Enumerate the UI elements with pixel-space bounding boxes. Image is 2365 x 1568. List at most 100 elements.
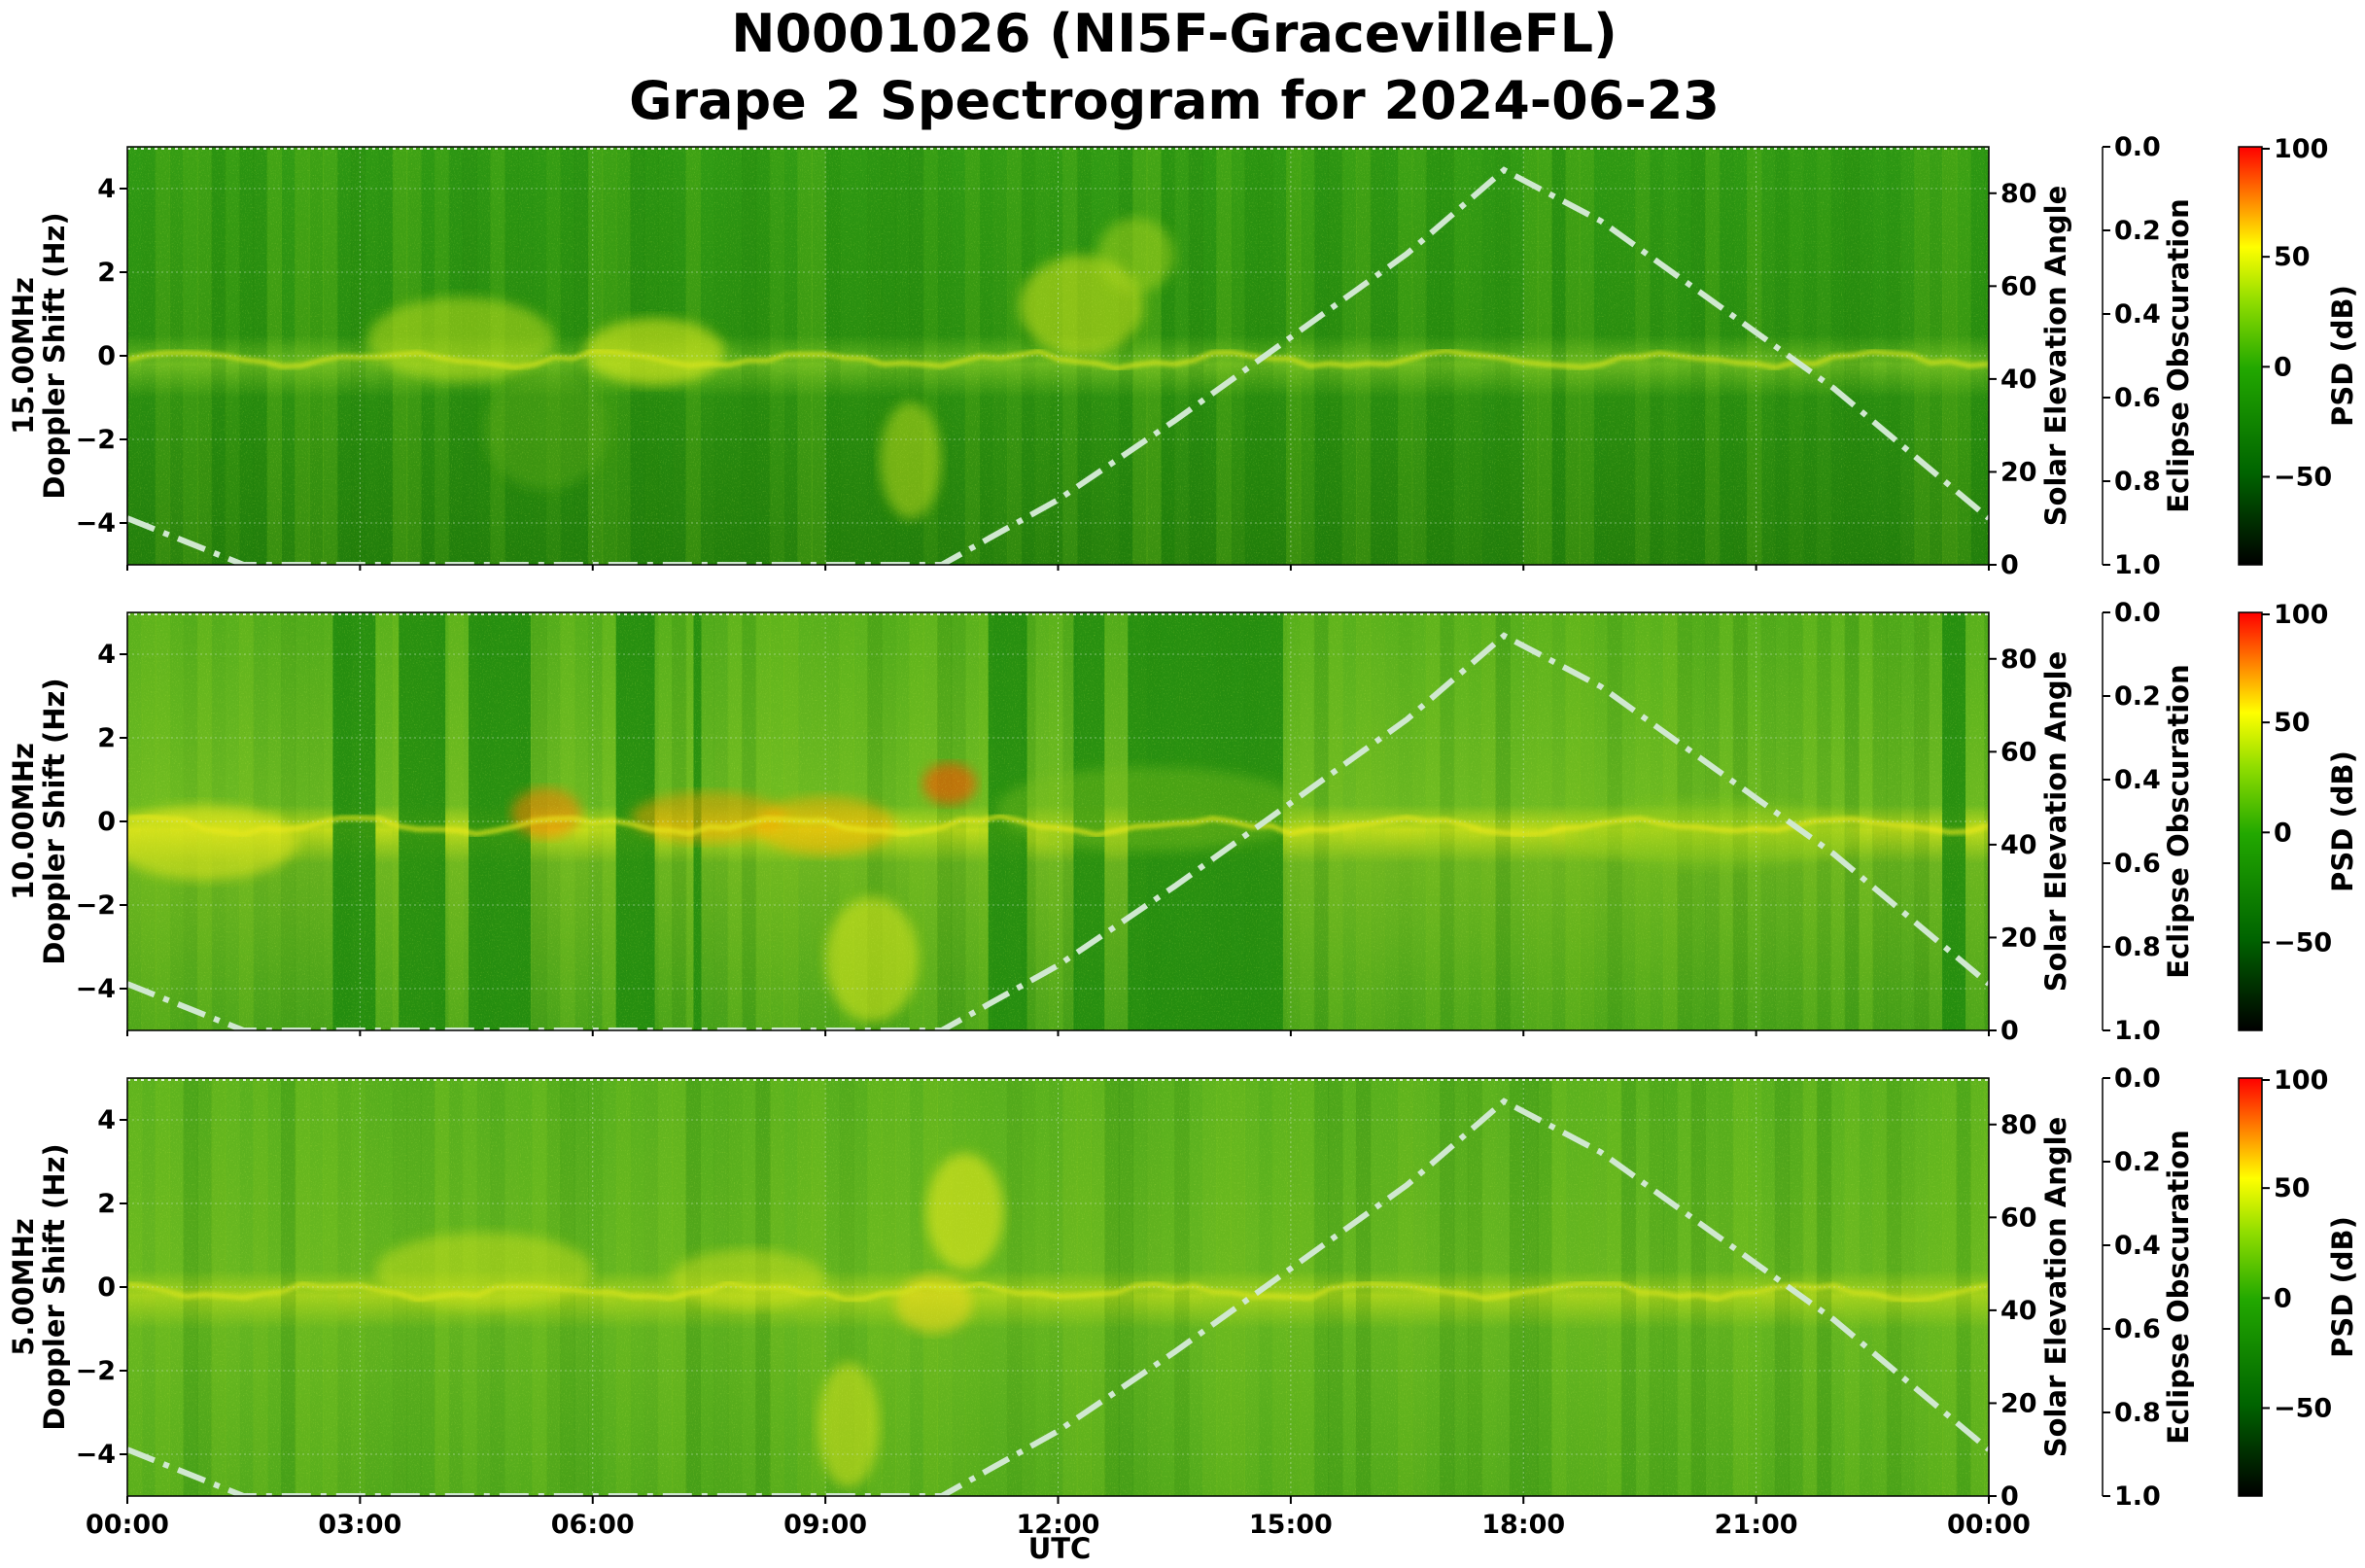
colorbar — [2238, 611, 2263, 1031]
x-tick-label: 09:00 — [783, 1510, 867, 1540]
y-axis-label: Doppler Shift (Hz) — [38, 678, 71, 964]
solar-tick-label: 60 — [2000, 1202, 2037, 1233]
solar-tick-label: 0 — [2000, 1481, 2019, 1512]
eclipse-tick-label: 0.4 — [2114, 1231, 2161, 1261]
eclipse-tick-label: 1.0 — [2114, 550, 2161, 580]
y-axis-label: Doppler Shift (Hz) — [38, 212, 71, 499]
eclipse-tick-label: 0.8 — [2114, 932, 2161, 962]
solar-axis-label: Solar Elevation Angle — [2039, 186, 2072, 527]
colorbar-tick-label: −50 — [2274, 927, 2332, 958]
x-tick-label: 06:00 — [551, 1510, 635, 1540]
solar-axis-label-group: Solar Elevation Angle — [2039, 651, 2072, 993]
x-tick-label: 00:00 — [1947, 1510, 2031, 1540]
colorbar-tick-label: 0 — [2274, 818, 2292, 848]
y-tick-label: −2 — [76, 1356, 116, 1386]
solar-tick-label: 80 — [2000, 645, 2037, 675]
colorbar-label: PSD (dB) — [2326, 1216, 2359, 1358]
solar-tick-label: 40 — [2000, 830, 2037, 860]
eclipse-tick-label: 0.4 — [2114, 299, 2161, 330]
solar-tick-label: 0 — [2000, 1016, 2019, 1046]
y-tick-label: −4 — [76, 974, 116, 1004]
colorbar-tick-label: 0 — [2274, 1283, 2292, 1313]
colorbar-tick-label: 50 — [2274, 242, 2311, 272]
solar-tick-label: 40 — [2000, 1296, 2037, 1326]
panel-frequency-label: 15.00MHz — [7, 277, 40, 435]
x-tick-label: 18:00 — [1481, 1510, 1565, 1540]
solar-tick-label: 40 — [2000, 365, 2037, 395]
eclipse-tick-label: 0.2 — [2114, 681, 2161, 712]
solar-tick-label: 20 — [2000, 923, 2037, 953]
y-tick-label: −4 — [76, 508, 116, 539]
colorbar — [2238, 1077, 2263, 1497]
colorbar-label: PSD (dB) — [2326, 750, 2359, 892]
eclipse-axis-label-group: Eclipse Obscuration — [2162, 1130, 2195, 1444]
eclipse-axis-label: Eclipse Obscuration — [2162, 664, 2195, 978]
eclipse-tick-label: 0.6 — [2114, 383, 2161, 413]
x-tick-label: 15:00 — [1249, 1510, 1333, 1540]
eclipse-tick-label: 0.0 — [2114, 598, 2161, 628]
solar-axis-label: Solar Elevation Angle — [2039, 1117, 2072, 1458]
chart-subtitle: Grape 2 Spectrogram for 2024-06-23 — [629, 70, 1720, 131]
y-tick-label: 2 — [97, 723, 116, 753]
y-tick-label: −2 — [76, 425, 116, 455]
eclipse-axis-label: Eclipse Obscuration — [2162, 1130, 2195, 1444]
eclipse-axis-label: Eclipse Obscuration — [2162, 198, 2195, 512]
x-tick-label: 21:00 — [1715, 1510, 1798, 1540]
colorbar-tick-label: 100 — [2274, 1065, 2328, 1096]
eclipse-tick-label: 0.0 — [2114, 132, 2161, 162]
eclipse-tick-label: 0.6 — [2114, 1314, 2161, 1344]
solar-axis-label: Solar Elevation Angle — [2039, 651, 2072, 993]
solar-tick-label: 60 — [2000, 271, 2037, 301]
y-tick-label: 0 — [97, 341, 116, 371]
y-tick-label: 4 — [97, 640, 116, 670]
solar-tick-label: 20 — [2000, 1388, 2037, 1418]
y-tick-label: 4 — [97, 174, 116, 204]
solar-tick-label: 20 — [2000, 457, 2037, 487]
colorbar-tick-label: 50 — [2274, 1173, 2311, 1203]
colorbar-tick-label: 50 — [2274, 708, 2311, 738]
y-tick-label: 0 — [97, 1272, 116, 1303]
eclipse-tick-label: 0.8 — [2114, 1398, 2161, 1428]
solar-axis-label-group: Solar Elevation Angle — [2039, 1117, 2072, 1458]
y-tick-label: 2 — [97, 1189, 116, 1219]
x-tick-label: 12:00 — [1017, 1510, 1100, 1540]
colorbar-tick-label: 100 — [2274, 134, 2328, 164]
y-tick-label: −2 — [76, 890, 116, 921]
y-tick-label: 2 — [97, 258, 116, 288]
colorbar-label-group: PSD (dB) — [2326, 750, 2359, 892]
eclipse-tick-label: 1.0 — [2114, 1481, 2161, 1512]
colorbar-label: PSD (dB) — [2326, 285, 2359, 427]
eclipse-tick-label: 1.0 — [2114, 1016, 2161, 1046]
eclipse-tick-label: 0.2 — [2114, 216, 2161, 246]
eclipse-axis-label-group: Eclipse Obscuration — [2162, 664, 2195, 978]
colorbar-label-group: PSD (dB) — [2326, 1216, 2359, 1358]
chart-title: N0001026 (NI5F-GracevilleFL) — [731, 3, 1617, 64]
eclipse-tick-label: 0.6 — [2114, 849, 2161, 879]
eclipse-axis-label-group: Eclipse Obscuration — [2162, 198, 2195, 512]
x-tick-label: 03:00 — [318, 1510, 401, 1540]
colorbar-tick-label: −50 — [2274, 1393, 2332, 1423]
y-tick-label: 4 — [97, 1105, 116, 1135]
solar-tick-label: 80 — [2000, 1110, 2037, 1140]
x-axis-label: UTC — [1028, 1532, 1092, 1565]
panel-frequency-label: 10.00MHz — [7, 743, 40, 900]
eclipse-tick-label: 0.4 — [2114, 765, 2161, 795]
eclipse-tick-label: 0.2 — [2114, 1147, 2161, 1177]
colorbar — [2238, 146, 2263, 566]
y-tick-label: −4 — [76, 1440, 116, 1470]
eclipse-tick-label: 0.0 — [2114, 1063, 2161, 1094]
eclipse-tick-label: 0.8 — [2114, 467, 2161, 497]
colorbar-tick-label: −50 — [2274, 462, 2332, 492]
colorbar-tick-label: 100 — [2274, 600, 2328, 630]
colorbar-tick-label: 0 — [2274, 352, 2292, 382]
panel-frequency-label: 5.00MHz — [7, 1218, 40, 1356]
solar-tick-label: 80 — [2000, 179, 2037, 209]
y-axis-label: Doppler Shift (Hz) — [38, 1143, 71, 1430]
